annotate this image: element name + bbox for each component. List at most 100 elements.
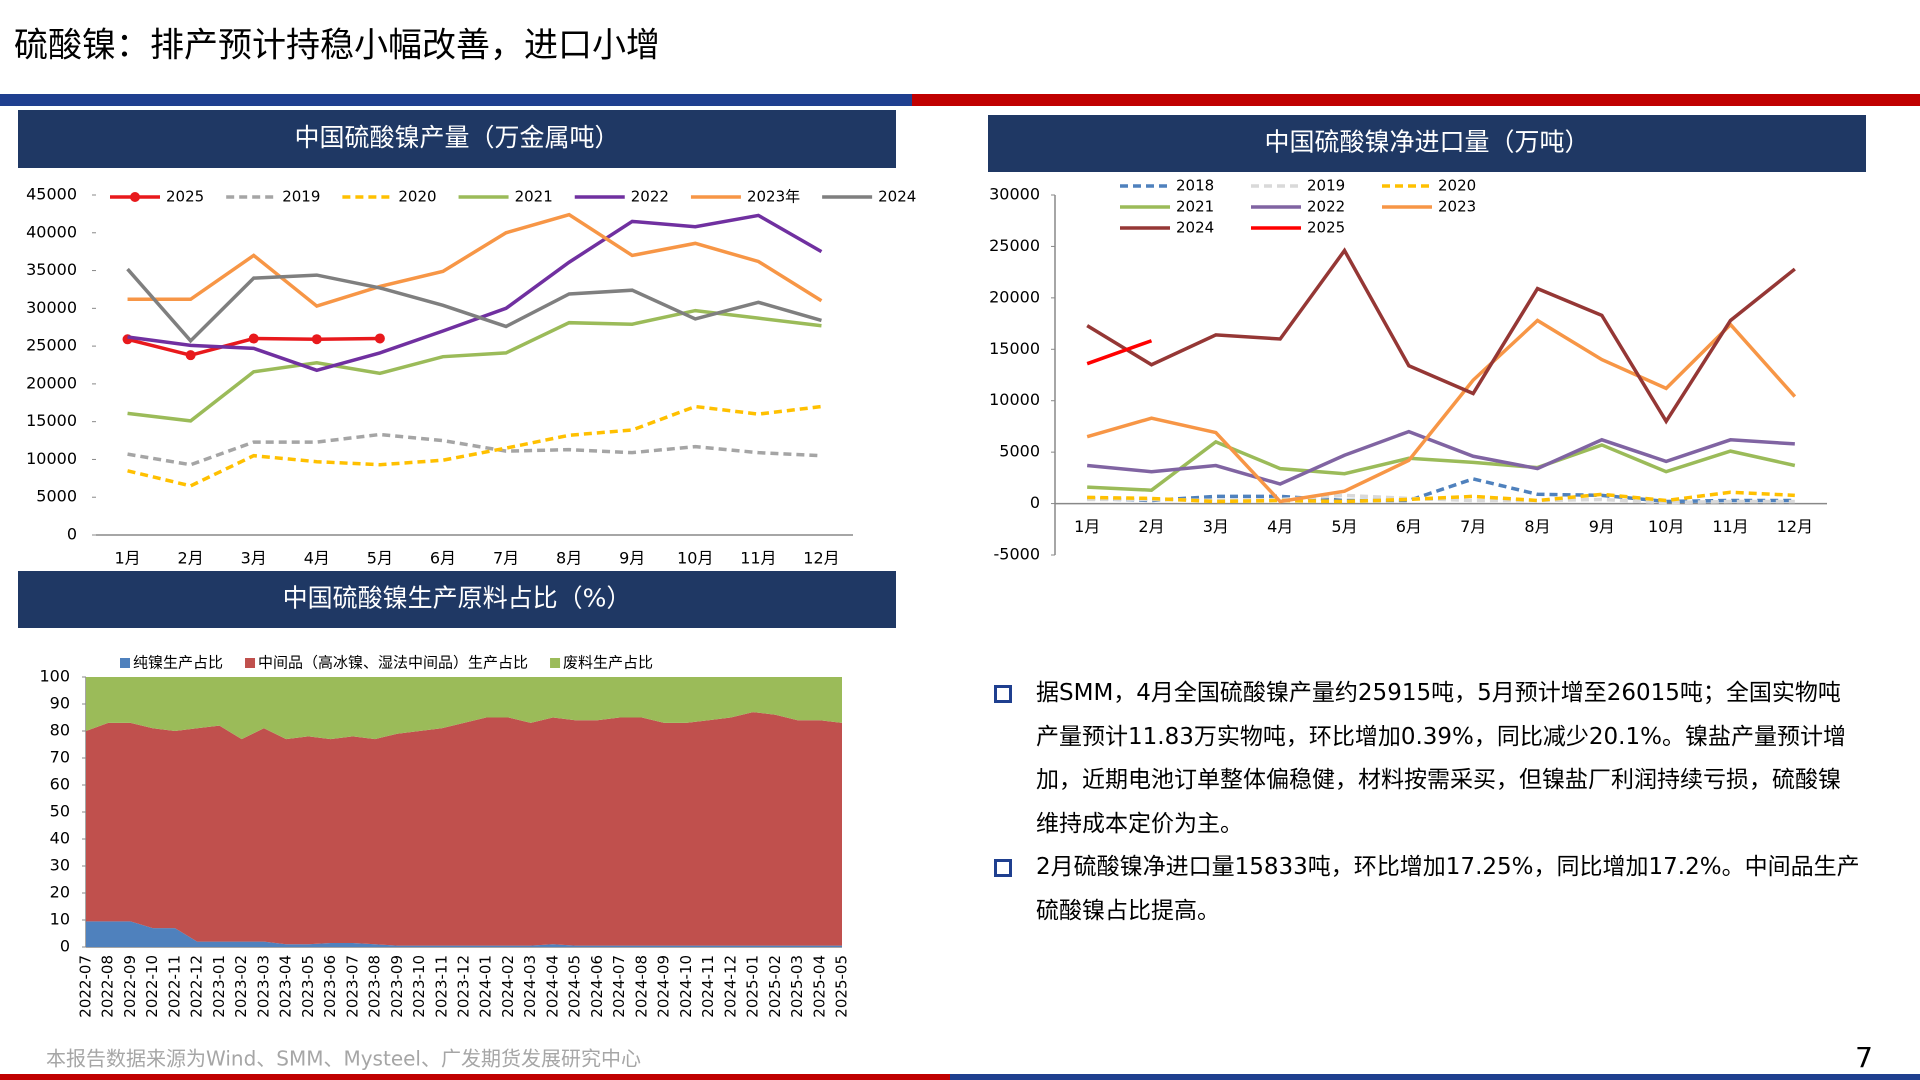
x-tick-label: 2022-10 <box>143 955 161 1018</box>
x-tick-label: 2024-06 <box>588 955 606 1018</box>
chart-header <box>18 571 896 628</box>
legend-label: 2020 <box>1438 177 1476 195</box>
x-tick-label: 10月 <box>1648 517 1684 536</box>
y-tick-label: 15000 <box>26 411 77 430</box>
series-line <box>127 404 822 488</box>
y-tick-label: -5000 <box>994 545 1041 564</box>
x-tick-label: 2024-05 <box>566 955 584 1018</box>
x-tick-label: 2022-11 <box>165 955 183 1018</box>
y-tick-label: 10000 <box>989 390 1040 409</box>
x-tick-label: 1月 <box>1074 517 1100 536</box>
chart-title: 中国硫酸镍生产原料占比（%） <box>283 584 632 613</box>
y-tick-label: 50 <box>50 802 70 821</box>
legend-marker <box>130 192 140 202</box>
legend-label: 2024 <box>878 188 916 206</box>
series-line <box>1086 318 1797 504</box>
area <box>86 921 842 947</box>
legend-label: 2024 <box>1176 219 1214 237</box>
x-tick-label: 2023-10 <box>410 955 428 1018</box>
y-tick-label: 20000 <box>26 373 77 392</box>
x-tick-label: 6月 <box>1396 517 1422 536</box>
series-line <box>1087 429 1795 486</box>
legend-label: 2025 <box>1307 219 1345 237</box>
x-tick-label: 2023-04 <box>277 955 295 1018</box>
legend-label: 2018 <box>1176 177 1214 195</box>
stripe-red <box>912 94 1920 106</box>
y-tick-label: 0 <box>60 937 70 956</box>
legend-label: 2019 <box>1307 177 1345 195</box>
chart-header <box>18 110 896 168</box>
y-tick-label: 45000 <box>26 185 77 204</box>
y-tick-label: 90 <box>50 694 70 713</box>
legend-swatch <box>550 658 561 668</box>
legend-swatch <box>120 658 130 668</box>
x-tick-label: 2023-02 <box>232 955 250 1018</box>
legend-swatch <box>245 658 256 668</box>
series-line <box>1087 490 1795 504</box>
marker <box>311 334 322 345</box>
y-tick-label: 100 <box>39 667 70 686</box>
bullet: 2月硫酸镍净进口量15833吨，环比增加17.25%，同比增加17.2%。中间品… <box>994 846 1860 933</box>
x-tick-label: 2024-01 <box>477 955 495 1018</box>
page-number: 7 <box>1855 1041 1873 1074</box>
chart-title: 中国硫酸镍净进口量（万吨） <box>1264 128 1589 157</box>
stripe-blue <box>0 94 912 106</box>
x-tick-label: 2024-08 <box>632 955 650 1018</box>
chart-title: 中国硫酸镍产量（万金属吨） <box>294 123 619 152</box>
x-tick-label: 2023-07 <box>343 955 361 1018</box>
x-tick-label: 2025-03 <box>788 955 806 1018</box>
y-tick-label: 40000 <box>26 222 77 241</box>
x-tick-label: 10月 <box>677 549 713 568</box>
x-tick-label: 4月 <box>1267 517 1293 536</box>
legend-label: 2019 <box>282 188 320 206</box>
legend-label: 2023年 <box>747 188 800 206</box>
x-tick-label: 2025-02 <box>766 955 784 1018</box>
y-tick-label: 70 <box>50 748 70 767</box>
bottom-stripe-red <box>0 1074 950 1080</box>
x-tick-label: 2024-09 <box>655 955 673 1018</box>
footer: 本报告数据来源为Wind、SMM、Mysteel、广发期货发展研究中心 <box>46 1047 641 1071</box>
x-tick-label: 2025-04 <box>810 955 828 1018</box>
series-line <box>127 213 823 373</box>
x-tick-label: 2023-08 <box>366 955 384 1018</box>
legend-label: 2023 <box>1438 198 1476 216</box>
x-tick-label: 2024-12 <box>721 955 739 1018</box>
x-tick-label: 3月 <box>1203 517 1229 536</box>
legend-label: 纯镍生产占比 <box>133 654 223 672</box>
x-tick-label: 3月 <box>241 549 267 568</box>
x-tick-label: 2024-03 <box>521 955 539 1018</box>
y-tick-label: 25000 <box>26 336 77 355</box>
series-line <box>1086 339 1153 366</box>
legend-label: 2025 <box>166 188 204 206</box>
y-tick-label: 5000 <box>999 442 1040 461</box>
x-tick-label: 12月 <box>1777 517 1813 536</box>
slide-title: 硫酸镍：排产预计持稳小幅改善，进口小增 <box>14 26 660 66</box>
marker <box>248 333 259 344</box>
x-tick-label: 7月 <box>1460 517 1486 536</box>
x-tick-label: 2022-12 <box>188 955 206 1018</box>
legend-label: 2020 <box>398 188 436 206</box>
x-tick-label: 2024-07 <box>610 955 628 1018</box>
legend-label: 2021 <box>515 188 553 206</box>
x-tick-label: 11月 <box>1712 517 1748 536</box>
y-tick-label: 10 <box>50 910 70 929</box>
x-tick-label: 2023-05 <box>299 955 317 1018</box>
x-tick-label: 11月 <box>740 549 776 568</box>
marker <box>374 333 385 344</box>
x-tick-label: 8月 <box>556 549 582 568</box>
legend-label: 中间品（高冰镍、湿法中间品）生产占比 <box>258 654 528 672</box>
x-tick-label: 2022-09 <box>121 955 139 1018</box>
series-line <box>1087 439 1796 492</box>
y-tick-label: 40 <box>50 829 70 848</box>
y-tick-label: 20 <box>50 883 70 902</box>
x-tick-label: 2024-04 <box>543 955 561 1018</box>
legend-label: 2022 <box>631 188 669 206</box>
x-tick-label: 8月 <box>1524 517 1550 536</box>
x-tick-label: 2023-12 <box>455 955 473 1018</box>
y-tick-label: 15000 <box>989 339 1040 358</box>
y-tick-label: 30000 <box>989 185 1040 204</box>
x-tick-label: 2024-10 <box>677 955 695 1018</box>
x-tick-label: 2024-11 <box>699 955 717 1018</box>
x-tick-label: 2月 <box>1138 517 1164 536</box>
